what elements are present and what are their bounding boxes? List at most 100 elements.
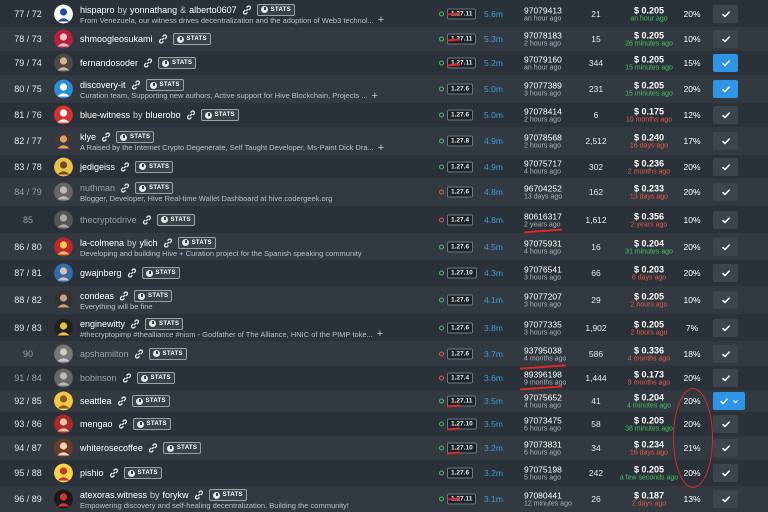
owner-name[interactable]: bluerobo — [145, 110, 181, 120]
stats-button[interactable]: STATS — [172, 33, 211, 45]
witness-name[interactable]: thecryptodrive — [80, 214, 137, 225]
avatar[interactable] — [54, 391, 73, 411]
witness-name[interactable]: blue-witness — [80, 110, 131, 120]
feed-value[interactable]: 3.5m — [484, 419, 503, 429]
vote-button[interactable] — [713, 439, 738, 457]
block-number[interactable]: 97077335 — [524, 319, 562, 329]
link-icon[interactable] — [131, 80, 141, 90]
stats-button[interactable]: STATS — [162, 442, 202, 454]
feed-value[interactable]: 5.6m — [484, 8, 503, 19]
plus-icon[interactable]: + — [371, 89, 379, 102]
vote-button[interactable] — [713, 369, 738, 387]
stats-button[interactable]: STATS — [145, 79, 184, 91]
block-number[interactable]: 80616317 — [524, 211, 562, 221]
vote-button[interactable] — [713, 157, 738, 176]
witness-name[interactable]: discovery-it — [80, 80, 126, 90]
witness-name[interactable]: seattlea — [80, 396, 112, 406]
feed-value[interactable]: 4.1m — [484, 295, 503, 305]
avatar[interactable] — [54, 53, 73, 73]
avatar[interactable] — [54, 290, 73, 310]
feed-value[interactable]: 4.3m — [484, 268, 503, 278]
vote-button[interactable] — [713, 415, 738, 433]
witness-name[interactable]: apshamilton — [80, 348, 129, 359]
block-number[interactable]: 97076541 — [524, 264, 562, 275]
stats-button[interactable]: STATS — [136, 372, 175, 384]
block-number[interactable]: 97075931 — [524, 238, 562, 248]
feed-value[interactable]: 5.0m — [484, 84, 503, 94]
avatar[interactable] — [54, 157, 73, 176]
feed-value[interactable]: 3.5m — [484, 396, 503, 406]
link-icon[interactable] — [122, 373, 132, 383]
stats-button[interactable]: STATS — [116, 131, 155, 143]
stats-button[interactable]: STATS — [141, 267, 180, 279]
vote-button[interactable] — [713, 106, 738, 124]
owner-name[interactable]: forykw — [162, 490, 189, 500]
witness-name[interactable]: la-colmena — [80, 237, 125, 248]
vote-button[interactable] — [713, 237, 738, 256]
witness-name[interactable]: klye — [80, 132, 97, 142]
avatar[interactable] — [54, 29, 73, 49]
vote-button[interactable] — [713, 54, 738, 72]
block-number[interactable]: 97073831 — [524, 439, 562, 450]
stats-button[interactable]: STATS — [200, 109, 239, 121]
stats-button[interactable]: STATS — [156, 213, 195, 226]
link-icon[interactable] — [109, 468, 119, 478]
plus-icon[interactable]: + — [377, 14, 385, 26]
block-number[interactable]: 97078183 — [524, 30, 562, 41]
link-icon[interactable] — [120, 183, 130, 193]
link-icon[interactable] — [186, 110, 196, 120]
feed-value[interactable]: 3.7m — [484, 348, 503, 359]
feed-value[interactable]: 3.1m — [484, 494, 503, 504]
block-number[interactable]: 97079413 — [524, 5, 562, 15]
block-number[interactable]: 97075652 — [524, 392, 562, 403]
avatar[interactable] — [54, 131, 73, 151]
stats-button[interactable]: STATS — [256, 3, 295, 16]
avatar[interactable] — [54, 489, 73, 509]
witness-name[interactable]: fernandosoder — [80, 58, 139, 68]
avatar[interactable] — [54, 4, 73, 23]
avatar[interactable] — [54, 414, 73, 434]
block-number[interactable]: 97075717 — [524, 158, 562, 168]
block-number[interactable]: 97080441 — [524, 490, 562, 501]
link-icon[interactable] — [142, 214, 152, 225]
link-icon[interactable] — [118, 419, 128, 429]
avatar[interactable] — [54, 105, 73, 125]
plus-icon[interactable]: + — [376, 328, 384, 340]
witness-name[interactable]: gwajnberg — [80, 268, 122, 278]
vote-button[interactable] — [713, 183, 738, 201]
block-number[interactable]: 97077389 — [524, 80, 562, 91]
avatar[interactable] — [54, 438, 73, 458]
avatar[interactable] — [54, 182, 73, 202]
feed-value[interactable]: 4.5m — [484, 241, 503, 252]
witness-name[interactable]: jedigeiss — [80, 161, 116, 172]
link-icon[interactable] — [130, 318, 140, 329]
link-icon[interactable] — [120, 161, 130, 172]
avatar[interactable] — [54, 237, 73, 256]
witness-name[interactable]: shmoogleosukami — [80, 34, 153, 44]
avatar[interactable] — [54, 463, 73, 483]
avatar[interactable] — [54, 263, 73, 283]
feed-value[interactable]: 3.2m — [484, 468, 503, 478]
avatar[interactable] — [54, 79, 73, 99]
stats-button[interactable]: STATS — [145, 317, 184, 330]
witness-name[interactable]: whiterosecoffee — [80, 443, 143, 453]
witness-name[interactable]: hispapro — [80, 4, 115, 15]
stats-button[interactable]: STATS — [132, 418, 171, 430]
link-icon[interactable] — [158, 34, 168, 44]
feed-value[interactable]: 3.8m — [484, 322, 503, 333]
vote-button[interactable] — [713, 318, 738, 337]
link-icon[interactable] — [119, 291, 129, 301]
witness-name[interactable]: condeas — [80, 291, 115, 301]
link-icon[interactable] — [148, 443, 158, 453]
block-number[interactable]: 97079160 — [524, 54, 562, 65]
avatar[interactable] — [54, 344, 73, 363]
link-icon[interactable] — [163, 237, 173, 248]
stats-button[interactable]: STATS — [131, 395, 170, 407]
stats-button[interactable]: STATS — [123, 467, 162, 479]
vote-button[interactable] — [713, 264, 738, 282]
witness-name[interactable]: pishio — [80, 468, 104, 478]
avatar[interactable] — [54, 368, 73, 388]
stats-button[interactable]: STATS — [134, 290, 173, 302]
avatar[interactable] — [54, 318, 73, 337]
stats-button[interactable]: STATS — [177, 236, 216, 249]
